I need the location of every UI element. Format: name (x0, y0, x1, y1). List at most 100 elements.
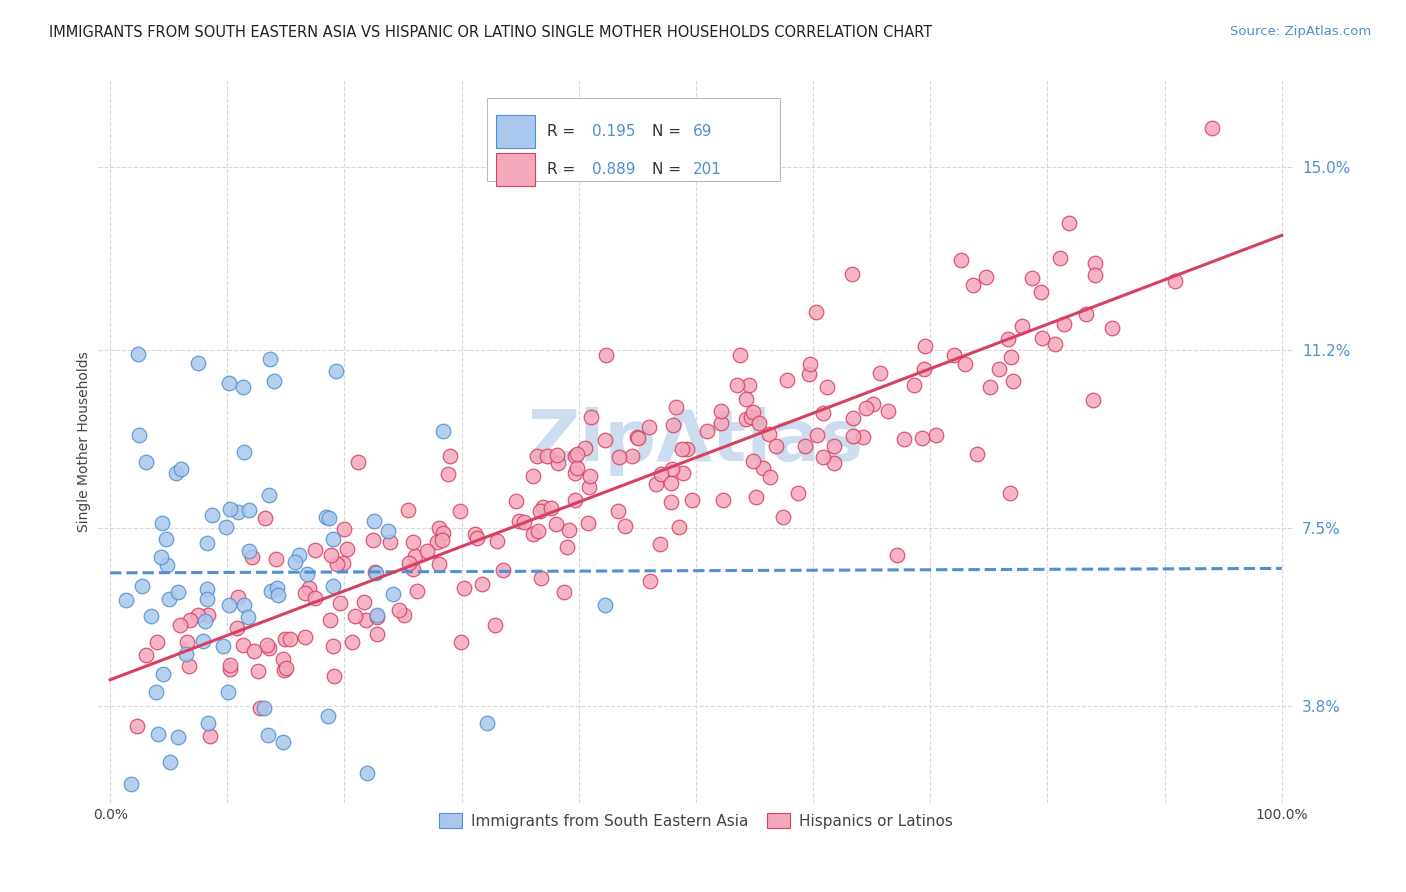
Point (259, 488, 281, 502)
Point (402, 534, 425, 549)
Point (637, 420, 659, 434)
Point (197, 608, 219, 623)
Point (256, 638, 278, 652)
Point (1031, 285, 1053, 299)
Point (228, 591, 250, 605)
Point (997, 332, 1019, 346)
Point (772, 510, 794, 524)
Point (1201, 121, 1223, 136)
Point (626, 431, 648, 445)
Point (366, 627, 388, 641)
Point (427, 521, 450, 535)
Point (165, 466, 187, 480)
Point (505, 494, 527, 508)
Point (257, 641, 280, 656)
Point (855, 401, 877, 415)
Point (741, 454, 763, 468)
Point (401, 562, 423, 576)
Point (576, 516, 599, 530)
Point (841, 268, 863, 282)
Point (388, 603, 411, 617)
Point (267, 588, 290, 602)
Point (377, 524, 399, 538)
Point (344, 608, 367, 623)
Point (381, 587, 404, 601)
Point (903, 377, 925, 392)
Point (1043, 337, 1066, 351)
Point (195, 536, 218, 550)
Point (1084, 268, 1107, 282)
Point (759, 469, 782, 483)
Point (546, 516, 568, 531)
Point (426, 534, 449, 549)
Point (218, 376, 240, 390)
Point (232, 380, 254, 394)
Point (775, 373, 797, 387)
Point (842, 429, 865, 443)
Point (128, 428, 150, 442)
Point (225, 621, 247, 635)
Point (170, 461, 193, 475)
Text: 0.889: 0.889 (592, 161, 636, 177)
Point (797, 368, 820, 382)
Point (607, 450, 630, 464)
Point (606, 504, 628, 518)
Point (332, 522, 354, 536)
Point (240, 549, 263, 564)
Point (508, 514, 530, 528)
Point (404, 549, 426, 564)
Point (1002, 374, 1025, 388)
Point (228, 505, 250, 519)
Point (294, 630, 316, 644)
Point (361, 533, 384, 547)
Point (157, 591, 180, 606)
Point (319, 614, 342, 628)
Point (432, 424, 454, 438)
Point (274, 661, 297, 675)
Point (893, 432, 915, 446)
Point (486, 534, 509, 549)
Point (741, 405, 763, 419)
Point (449, 504, 471, 518)
Point (215, 520, 238, 534)
Point (187, 356, 209, 370)
Point (862, 397, 884, 411)
Point (195, 582, 218, 597)
Point (671, 442, 693, 456)
Point (626, 430, 648, 444)
Point (152, 667, 174, 681)
Point (513, 515, 536, 529)
Point (115, 593, 138, 607)
Point (253, 511, 276, 525)
Point (465, 531, 488, 545)
Point (799, 357, 821, 371)
Point (522, 469, 544, 483)
Point (815, 380, 838, 394)
Text: N =: N = (652, 124, 686, 139)
Point (953, 357, 976, 371)
Point (614, 519, 637, 533)
Point (725, 378, 748, 392)
Point (464, 527, 486, 541)
Point (565, 460, 588, 475)
Text: 69: 69 (692, 124, 711, 139)
Point (322, 533, 344, 547)
Point (976, 270, 998, 285)
Point (758, 426, 780, 441)
Point (197, 715, 219, 730)
Point (676, 442, 699, 456)
Point (547, 457, 569, 471)
Point (740, 409, 762, 424)
Point (621, 449, 644, 463)
Point (527, 524, 550, 538)
Point (218, 598, 240, 612)
Point (201, 508, 224, 522)
Point (661, 418, 683, 433)
Point (416, 544, 439, 558)
Point (325, 364, 347, 378)
Point (564, 466, 586, 480)
Point (748, 417, 770, 431)
Point (574, 441, 596, 455)
Point (304, 591, 326, 605)
Point (257, 728, 280, 742)
